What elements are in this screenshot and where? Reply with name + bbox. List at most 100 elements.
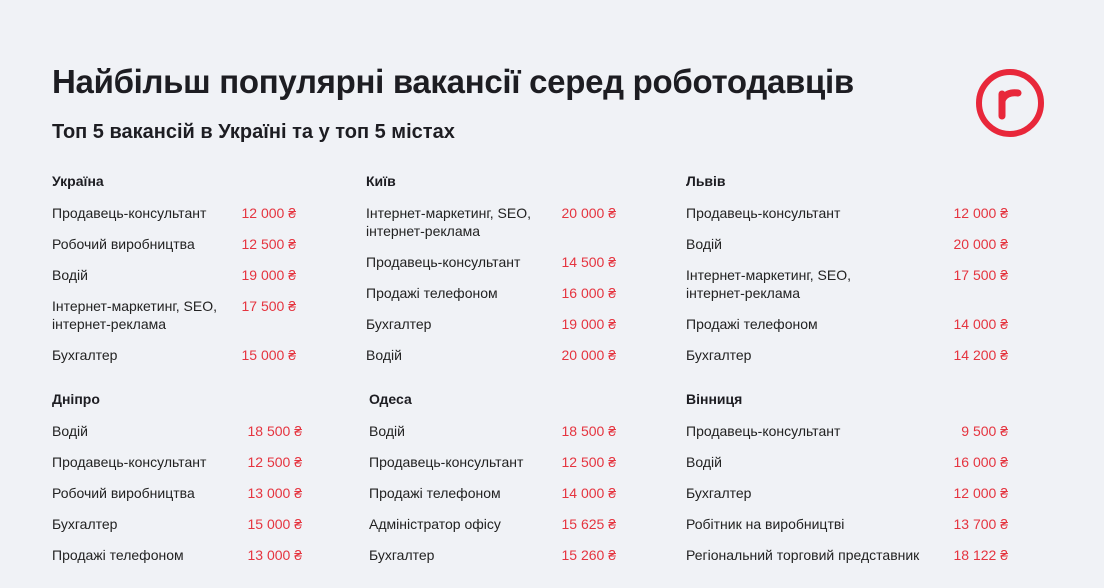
job-title: Продавець-консультант	[686, 205, 841, 221]
salary-value: 12 000 ₴	[953, 205, 1009, 221]
city-block-vinnytsia: Вінниця Продавець-консультант 9 500 ₴ Вод…	[686, 390, 1008, 577]
salary-value: 12 000 ₴	[241, 205, 297, 221]
salary-value: 15 000 ₴	[247, 516, 303, 532]
table-row: Робітник на виробництві 13 700 ₴	[686, 515, 1008, 533]
table-row: Інтернет-маркетинг, SEO, інтернет-реклама…	[366, 204, 616, 240]
table-row: Робочий виробництва 13 000 ₴	[52, 484, 302, 502]
salary-value: 17 500 ₴	[241, 298, 297, 314]
salary-value: 14 000 ₴	[953, 316, 1009, 332]
salary-value: 12 500 ₴	[561, 454, 617, 470]
city-block-dnipro: Дніпро Водій 18 500 ₴ Продавець-консульта…	[52, 390, 302, 577]
job-title: Робочий виробництва	[52, 236, 195, 252]
city-heading: Вінниця	[686, 391, 743, 407]
table-row: Продавець-консультант 12 500 ₴	[52, 453, 302, 471]
table-row: Адміністратор офісу 15 625 ₴	[369, 515, 616, 533]
salary-value: 16 000 ₴	[953, 454, 1009, 470]
salary-value: 14 200 ₴	[953, 347, 1009, 363]
job-title: Інтернет-маркетинг, SEO,	[366, 205, 531, 221]
job-title: Водій	[52, 423, 88, 439]
job-title: Продавець-консультант	[52, 205, 207, 221]
job-title: Бухгалтер	[686, 485, 752, 501]
salary-value: 20 000 ₴	[953, 236, 1009, 252]
table-row: Продавець-консультант 9 500 ₴	[686, 422, 1008, 440]
table-row: Бухгалтер 19 000 ₴	[366, 315, 616, 333]
job-title: Водій	[366, 347, 402, 363]
city-block-odesa: Одеса Водій 18 500 ₴ Продавець-консультан…	[369, 390, 616, 577]
salary-value: 20 000 ₴	[561, 205, 617, 221]
job-title: Водій	[52, 267, 88, 283]
salary-value: 12 500 ₴	[247, 454, 303, 470]
city-block-ukraine: Україна Продавець-консультант 12 000 ₴ Ро…	[52, 172, 296, 377]
job-title: Бухгалтер	[52, 347, 118, 363]
city-heading: Київ	[366, 173, 396, 189]
job-title: Регіональний торговий представник	[686, 547, 920, 563]
table-row: Водій 18 500 ₴	[52, 422, 302, 440]
salary-value: 14 000 ₴	[561, 485, 617, 501]
table-row: Продавець-консультант 14 500 ₴	[366, 253, 616, 271]
table-row: Продавець-консультант 12 000 ₴	[686, 204, 1008, 222]
job-title: Продавець-консультант	[366, 254, 521, 270]
job-title-wrap: Інтернет-маркетинг, SEO, інтернет-реклама	[686, 266, 851, 302]
city-heading: Одеса	[369, 391, 412, 407]
job-title: Інтернет-маркетинг, SEO,	[686, 267, 851, 283]
table-row: Водій 19 000 ₴	[52, 266, 296, 284]
salary-value: 18 500 ₴	[561, 423, 617, 439]
job-title: Продажі телефоном	[369, 485, 501, 501]
job-title: Адміністратор офісу	[369, 516, 501, 532]
job-title: Водій	[686, 454, 722, 470]
job-title: Робітник на виробництві	[686, 516, 845, 532]
salary-value: 16 000 ₴	[561, 285, 617, 301]
job-title: Бухгалтер	[369, 547, 435, 563]
job-title: Бухгалтер	[52, 516, 118, 532]
job-title: Продажі телефоном	[686, 316, 818, 332]
table-row: Бухгалтер 14 200 ₴	[686, 346, 1008, 364]
job-title: Продажі телефоном	[52, 547, 184, 563]
page-title: Найбільш популярні вакансії серед робото…	[52, 63, 854, 100]
job-title-line2: інтернет-реклама	[366, 223, 481, 239]
job-title: Продавець-консультант	[369, 454, 524, 470]
salary-value: 13 000 ₴	[247, 547, 303, 563]
salary-value: 19 000 ₴	[241, 267, 297, 283]
table-row: Робочий виробництва 12 500 ₴	[52, 235, 296, 253]
salary-value: 9 500 ₴	[961, 423, 1008, 439]
job-title-line2: інтернет-реклама	[686, 285, 801, 301]
salary-value: 13 700 ₴	[953, 516, 1009, 532]
salary-value: 15 260 ₴	[561, 547, 617, 563]
city-block-kyiv: Київ Інтернет-маркетинг, SEO, інтернет-ре…	[366, 172, 616, 377]
city-heading: Львів	[686, 173, 726, 189]
salary-value: 13 000 ₴	[247, 485, 303, 501]
salary-value: 15 625 ₴	[561, 516, 617, 532]
job-title: Водій	[686, 236, 722, 252]
table-row: Бухгалтер 15 000 ₴	[52, 515, 302, 533]
salary-value: 17 500 ₴	[953, 267, 1009, 283]
r-logo-icon	[976, 69, 1044, 137]
job-title: Продавець-консультант	[686, 423, 841, 439]
page-subtitle: Топ 5 вакансій в Україні та у топ 5 міст…	[52, 121, 455, 143]
salary-value: 12 000 ₴	[953, 485, 1009, 501]
job-title-line2: інтернет-реклама	[52, 316, 167, 332]
table-row: Бухгалтер 12 000 ₴	[686, 484, 1008, 502]
city-heading: Дніпро	[52, 391, 100, 407]
salary-value: 18 122 ₴	[953, 547, 1009, 563]
table-row: Бухгалтер 15 000 ₴	[52, 346, 296, 364]
table-row: Продажі телефоном 16 000 ₴	[366, 284, 616, 302]
job-title: Продавець-консультант	[52, 454, 207, 470]
table-row: Продажі телефоном 13 000 ₴	[52, 546, 302, 564]
salary-value: 19 000 ₴	[561, 316, 617, 332]
job-title: Робочий виробництва	[52, 485, 195, 501]
table-row: Регіональний торговий представник 18 122 …	[686, 546, 1008, 564]
salary-value: 20 000 ₴	[561, 347, 617, 363]
job-title-wrap: Інтернет-маркетинг, SEO, інтернет-реклама	[366, 204, 531, 240]
table-row: Продавець-консультант 12 000 ₴	[52, 204, 296, 222]
salary-value: 18 500 ₴	[247, 423, 303, 439]
salary-value: 15 000 ₴	[241, 347, 297, 363]
table-row: Водій 20 000 ₴	[366, 346, 616, 364]
table-row: Інтернет-маркетинг, SEO, інтернет-реклама…	[686, 266, 1008, 302]
job-title-wrap: Інтернет-маркетинг, SEO, інтернет-реклама	[52, 297, 217, 333]
job-title: Бухгалтер	[366, 316, 432, 332]
table-row: Бухгалтер 15 260 ₴	[369, 546, 616, 564]
city-heading: Україна	[52, 173, 104, 189]
salary-value: 14 500 ₴	[561, 254, 617, 270]
table-row: Продажі телефоном 14 000 ₴	[686, 315, 1008, 333]
job-title: Продажі телефоном	[366, 285, 498, 301]
